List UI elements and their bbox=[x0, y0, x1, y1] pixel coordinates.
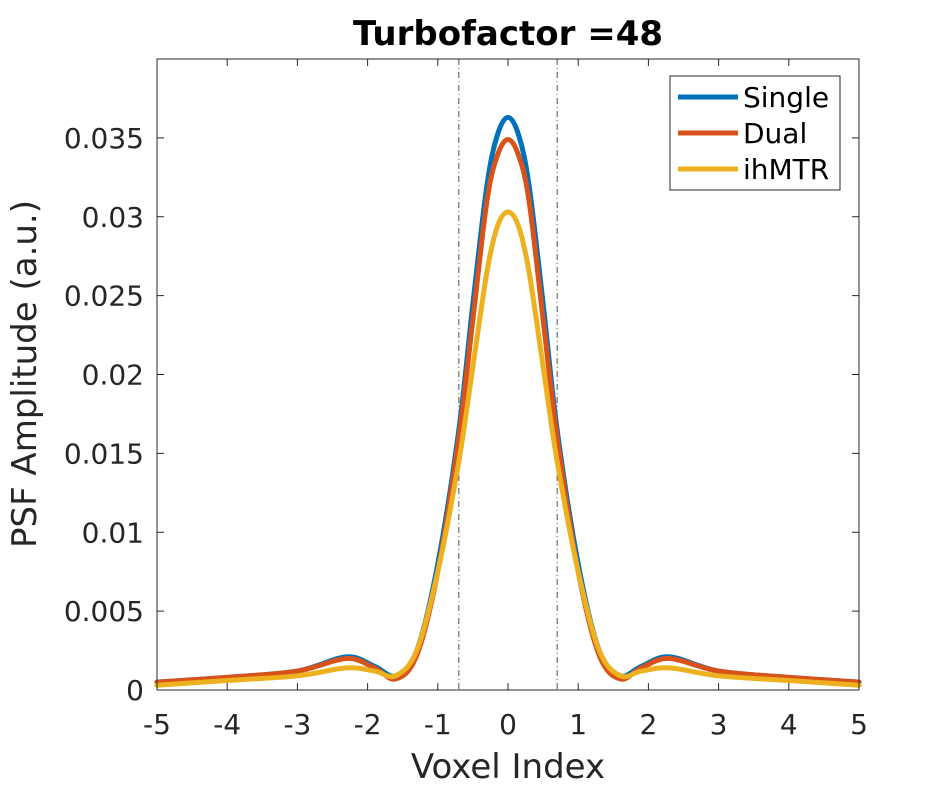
x-tick-label: -2 bbox=[354, 708, 382, 741]
y-tick-label: 0.015 bbox=[64, 437, 144, 470]
y-tick-label: 0.01 bbox=[82, 516, 144, 549]
x-tick-label: 2 bbox=[639, 708, 657, 741]
chart-title: Turbofactor =48 bbox=[353, 14, 663, 54]
x-tick-label: 4 bbox=[780, 708, 798, 741]
legend-label-dual: Dual bbox=[743, 117, 807, 150]
x-tick-label: 0 bbox=[499, 708, 517, 741]
y-tick-label: 0.025 bbox=[64, 280, 144, 313]
x-tick-label: 3 bbox=[710, 708, 728, 741]
x-axis-label: Voxel Index bbox=[411, 747, 605, 787]
y-tick-label: 0 bbox=[126, 674, 144, 707]
x-tick-label: 1 bbox=[569, 708, 587, 741]
y-tick-label: 0.005 bbox=[64, 595, 144, 628]
x-tick-label: -4 bbox=[213, 708, 241, 741]
series-line-ihmtr bbox=[154, 209, 862, 688]
y-axis-label: PSF Amplitude (a.u.) bbox=[5, 200, 45, 548]
x-tick-label: -3 bbox=[283, 708, 311, 741]
x-tick-label: 5 bbox=[850, 708, 868, 741]
x-tick-label: -1 bbox=[424, 708, 452, 741]
y-tick-label: 0.035 bbox=[64, 122, 144, 155]
legend-label-ihmtr: ihMTR bbox=[743, 153, 829, 186]
y-tick-label: 0.02 bbox=[82, 359, 144, 392]
y-tick-label: 0.03 bbox=[82, 201, 144, 234]
x-tick-label: -5 bbox=[143, 708, 171, 741]
axes: -5 -4 -3 -2 -1 0 1 2 3 4 5 0 0.005 0.01 0.015 0.02 0.025… bbox=[64, 58, 868, 741]
legend-label-single: Single bbox=[743, 81, 829, 114]
